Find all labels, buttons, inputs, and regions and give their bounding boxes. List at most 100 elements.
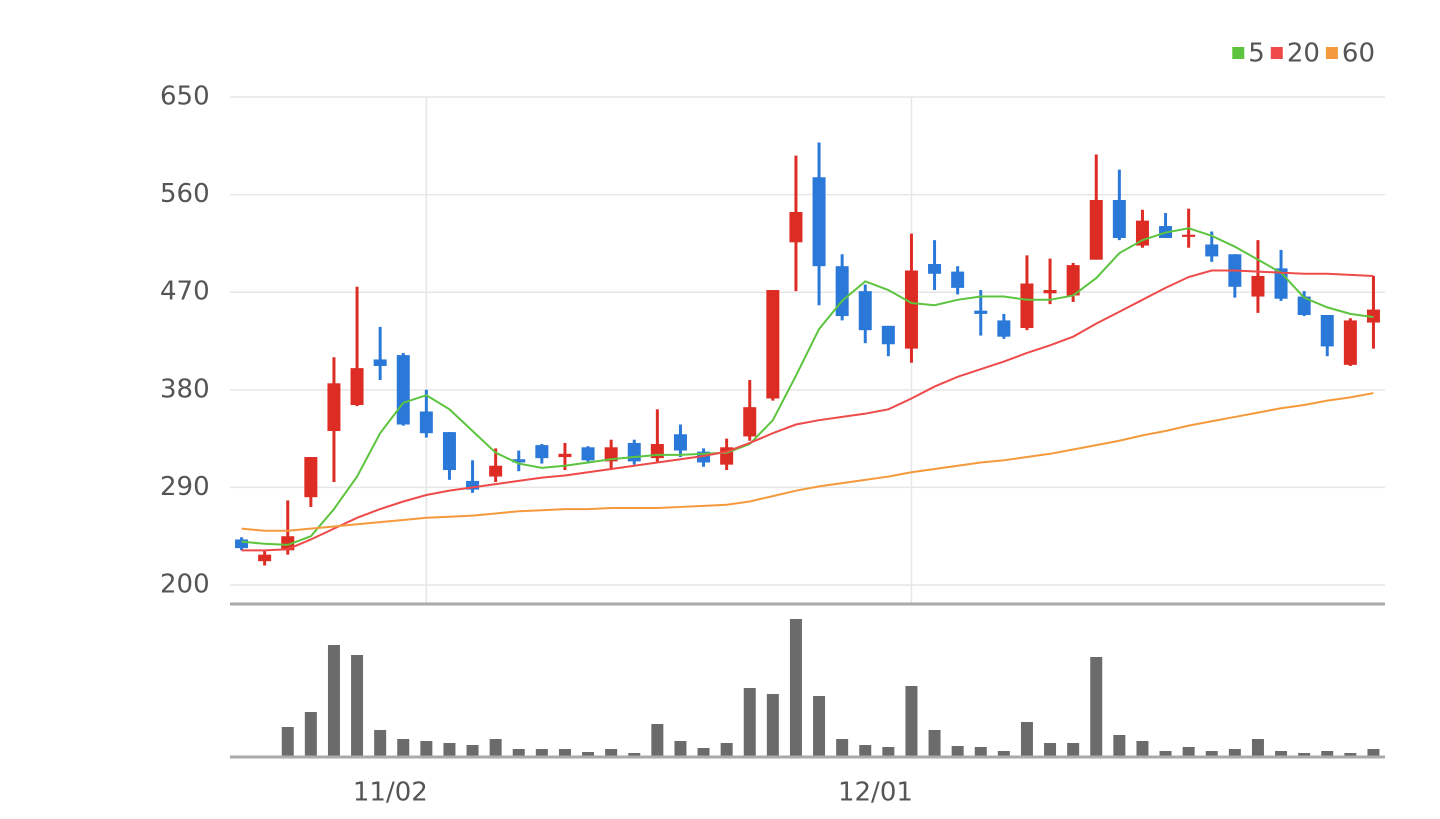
volume-bar — [720, 743, 733, 757]
legend-swatch — [1232, 47, 1245, 59]
candle-body — [396, 355, 410, 425]
legend-label: 60 — [1342, 39, 1375, 69]
candle-body — [535, 445, 549, 459]
candle-body — [1182, 234, 1196, 237]
volume-bar — [558, 749, 571, 757]
y-tick-label: 380 — [160, 374, 210, 404]
volume-bar — [512, 749, 525, 757]
ma-line — [241, 269, 1374, 552]
candle-body — [1366, 309, 1380, 323]
candle-body — [581, 447, 595, 461]
candle-body — [512, 459, 526, 463]
candle-body — [1320, 314, 1334, 347]
volume-bar — [651, 724, 664, 757]
candle-body — [235, 539, 249, 549]
candle-body — [904, 270, 918, 349]
volume-bar — [836, 739, 849, 757]
volume-bar — [789, 619, 802, 757]
candle-body — [1205, 244, 1219, 257]
volume-bar — [997, 751, 1010, 757]
volume-bar — [351, 655, 364, 757]
candle-body — [673, 434, 687, 451]
volume-bar — [420, 741, 433, 757]
legend-label: 20 — [1287, 39, 1320, 69]
candle-body — [466, 480, 480, 490]
volume-bar — [1367, 749, 1380, 757]
candle-body — [304, 457, 318, 498]
volume-bar — [1205, 751, 1218, 757]
candle-body — [1112, 200, 1126, 238]
legend-swatch — [1325, 47, 1338, 59]
candle-body — [419, 411, 433, 434]
x-tick-label: 11/02 — [353, 778, 428, 808]
volume-bar — [397, 739, 410, 757]
candle-body — [743, 407, 757, 437]
candle-body — [489, 465, 503, 477]
volume-bar — [1113, 735, 1126, 757]
volume-bar — [905, 686, 918, 757]
candle-body — [604, 447, 618, 462]
volume-bar — [1228, 749, 1241, 757]
volume-bar — [674, 741, 687, 757]
volume-bar — [1090, 657, 1103, 757]
candle-body — [858, 291, 872, 331]
candle-body — [442, 432, 456, 471]
volume-bar — [304, 712, 317, 757]
y-tick-label: 200 — [160, 570, 210, 600]
y-tick-label: 650 — [160, 82, 210, 112]
volume-bar — [1044, 743, 1057, 757]
volume-bar — [882, 747, 895, 757]
candle-body — [1066, 265, 1080, 296]
candle-body — [974, 310, 988, 314]
volume-bar — [813, 696, 826, 757]
candle-body — [1343, 320, 1357, 365]
candle-body — [1043, 290, 1057, 294]
volume-bar — [443, 743, 456, 757]
volume-bar — [1251, 739, 1264, 757]
volume-bar — [951, 746, 964, 757]
volume-bar — [928, 730, 941, 757]
candle-body — [558, 453, 572, 458]
volume-bar — [281, 727, 294, 757]
candle-body — [350, 368, 364, 405]
volume-bar — [466, 745, 479, 757]
volume-bar — [743, 688, 756, 757]
volume-bar — [605, 749, 618, 757]
volume-bar — [974, 747, 987, 757]
candle-body — [373, 359, 387, 366]
volume-bar — [374, 730, 387, 757]
candle-body — [789, 211, 803, 243]
legend-label: 5 — [1248, 39, 1265, 69]
volume-bar — [1275, 751, 1288, 757]
candle-body — [951, 271, 965, 288]
candle-body — [1297, 296, 1311, 315]
candle-body — [997, 320, 1011, 337]
candle-body — [1251, 275, 1265, 297]
volume-bar — [1020, 722, 1033, 757]
ma-line — [241, 227, 1374, 546]
candle-body — [1089, 200, 1103, 260]
candle-body — [766, 290, 780, 399]
ma-line — [241, 392, 1374, 532]
volume-bar — [1136, 741, 1149, 757]
volume-bar — [1067, 743, 1080, 757]
volume-bar — [327, 645, 340, 757]
candle-body — [697, 451, 711, 463]
candle-body — [928, 264, 942, 274]
volume-bar — [859, 745, 872, 757]
volume-bar — [489, 739, 502, 757]
x-tick-label: 12/01 — [838, 778, 913, 808]
volume-bar — [628, 753, 641, 757]
volume-bar — [1344, 753, 1357, 757]
volume-bar — [1321, 751, 1334, 757]
candle-body — [258, 554, 272, 562]
volume-bar — [535, 749, 548, 757]
volume-bar — [1182, 747, 1195, 757]
candle-body — [812, 177, 826, 267]
volume-bar — [1159, 751, 1172, 757]
candle-body — [835, 266, 849, 317]
legend-swatch — [1270, 47, 1283, 59]
y-tick-label: 560 — [160, 179, 210, 209]
